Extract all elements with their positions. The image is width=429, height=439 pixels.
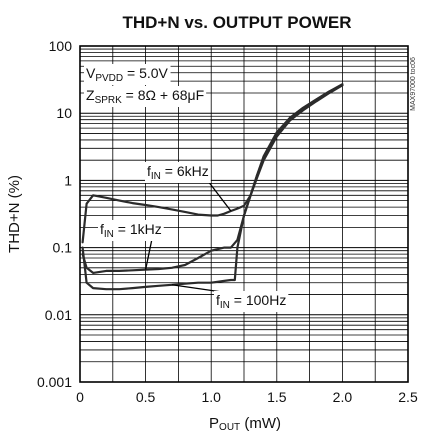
series-label-2-sub: IN [220,300,230,311]
series-label-2-bg [214,291,289,312]
series-label-1-main: f [100,221,104,237]
x-axis-label-unit: (mW) [240,415,281,432]
x-tick-label: 2.0 [333,389,353,405]
tick-labels: 0 0.5 1.0 1.5 2.0 2.5 0.001 0.01 0.1 1 10 100 [37,38,418,405]
y-tick-label: 100 [49,38,73,54]
x-axis-label: POUT (mW) [209,415,281,433]
series-label-2-main: f [216,292,220,308]
x-tick-label: 1.0 [201,389,221,405]
x-tick-label: 2.5 [398,389,418,405]
y-tick-label: 0.001 [37,374,72,390]
chart-title: THD+N vs. OUTPUT POWER [122,13,351,32]
condition-1-main: Z [86,87,95,103]
figure-id-tag: MAX97000 toc06 [410,57,417,111]
x-tick-label: 0 [76,389,84,405]
y-tick-label: 0.1 [53,240,73,256]
condition-0-bg [84,64,171,85]
series-label-0-sub: IN [151,171,161,182]
condition-1-bg [84,86,207,107]
series-label-leader-2 [171,284,223,293]
label-leader-lines [144,181,232,293]
condition-0-rest: = 5.0V [123,65,168,81]
series-label-2-rest: = 100Hz [230,292,286,308]
series-label-0-bg [145,162,211,183]
x-axis-label-sub: OUT [219,422,240,433]
series-label-0: fIN = 6kHz [147,163,209,182]
series-lines [81,83,344,291]
series-label-leader-0 [208,181,232,212]
series-label-1: fIN = 1kHz [100,221,162,240]
condition-0-main: V [86,65,96,81]
series-label-1-rest: = 1kHz [114,221,162,237]
condition-1-rest: = 8Ω + 68μF [122,87,204,103]
x-tick-label: 0.5 [136,389,156,405]
series-label-2: fIN = 100Hz [216,292,286,311]
plot-frame [79,45,409,383]
x-axis-label-main: P [209,415,219,432]
series-label-1-sub: IN [104,229,114,240]
series-label-0-main: f [147,163,151,179]
condition-1: ZSPRK = 8Ω + 68μF [86,87,204,106]
condition-0-sub: PVDD [95,73,123,84]
series-line-2 [81,84,344,291]
y-tick-label: 1 [64,172,72,188]
y-tick-label: 10 [56,105,72,121]
condition-1-sub: SPRK [95,95,123,106]
series-label-0-rest: = 6kHz [161,163,209,179]
series-line-1 [81,84,344,274]
condition-0: VPVDD = 5.0V [86,65,169,84]
x-tick-label: 1.5 [267,389,287,405]
y-axis-label: THD+N (%) [6,175,23,253]
grid-lines [80,46,408,382]
y-tick-label: 0.01 [45,307,72,323]
series-label-leader-1 [144,239,153,270]
series-label-1-bg [98,220,164,241]
